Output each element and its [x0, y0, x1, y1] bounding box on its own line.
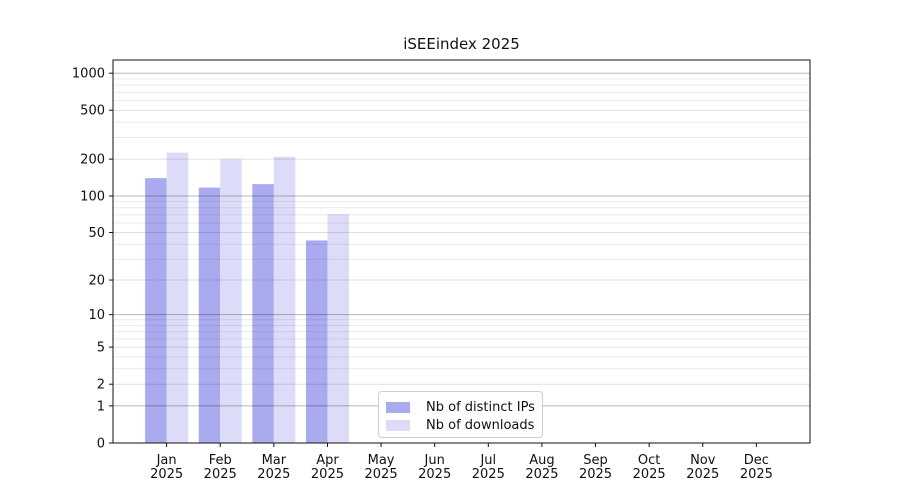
- bar-nb-of-distinct-ips-apr-2025: [305, 240, 328, 443]
- chart-title: iSEEindex 2025: [403, 35, 520, 53]
- bar-nb-of-downloads-mar-2025: [273, 156, 296, 443]
- y-tick-label: 200: [80, 153, 105, 168]
- y-tick-label: 100: [80, 189, 105, 204]
- bar-nb-of-distinct-ips-mar-2025: [252, 184, 274, 443]
- x-tick-label-year: 2025: [311, 467, 344, 482]
- x-tick-label-year: 2025: [204, 467, 237, 482]
- x-tick-label-month: Jul: [479, 453, 496, 468]
- y-tick-label: 1: [97, 399, 105, 414]
- bar-nb-of-distinct-ips-jan-2025: [145, 178, 167, 444]
- bar-nb-of-downloads-feb-2025: [220, 159, 242, 443]
- legend-label: Nb of downloads: [426, 418, 535, 433]
- x-tick-label-month: Sep: [583, 453, 608, 468]
- axes-frame: [112, 59, 811, 444]
- y-tick-label: 500: [80, 104, 105, 119]
- legend: Nb of distinct IPs Nb of downloads: [378, 391, 543, 438]
- y-tick-label: 50: [88, 226, 105, 241]
- y-tick-label: 1000: [72, 67, 105, 82]
- x-tick-label-year: 2025: [365, 467, 398, 482]
- x-tick-label-month: Feb: [209, 453, 232, 468]
- y-tick-label: 0: [97, 437, 105, 452]
- x-tick-label-year: 2025: [525, 467, 558, 482]
- y-tick-label: 20: [88, 274, 105, 289]
- x-tick-label-month: May: [368, 453, 395, 468]
- x-tick-label-year: 2025: [686, 467, 719, 482]
- bar-nb-of-distinct-ips-feb-2025: [198, 187, 221, 443]
- legend-swatch-nb-of-downloads: [386, 420, 410, 431]
- x-tick-label-year: 2025: [472, 467, 505, 482]
- x-tick-label-year: 2025: [150, 467, 183, 482]
- x-tick-label-month: Aug: [529, 453, 554, 468]
- x-tick-label-month: Nov: [690, 453, 716, 468]
- legend-swatch-nb-of-distinct-ips: [386, 402, 410, 413]
- x-tick-label-year: 2025: [633, 467, 666, 482]
- x-tick-label-month: Dec: [744, 453, 769, 468]
- x-tick-label-month: Jun: [424, 453, 445, 468]
- x-tick-label-year: 2025: [579, 467, 612, 482]
- x-tick-label-month: Mar: [262, 453, 287, 468]
- bar-nb-of-downloads-apr-2025: [327, 214, 349, 443]
- y-tick-label: 2: [97, 378, 105, 393]
- legend-label: Nb of distinct IPs: [426, 400, 535, 415]
- legend-item-nb-of-downloads: Nb of downloads: [386, 417, 542, 434]
- bar-nb-of-downloads-jan-2025: [166, 152, 189, 443]
- legend-item-nb-of-distinct-ips: Nb of distinct IPs: [386, 399, 542, 416]
- x-tick-label-year: 2025: [740, 467, 773, 482]
- x-tick-label-month: Oct: [638, 453, 660, 468]
- x-tick-label-month: Jan: [156, 453, 177, 468]
- x-tick-label-year: 2025: [418, 467, 451, 482]
- x-tick-label-year: 2025: [257, 467, 290, 482]
- y-tick-label: 10: [88, 308, 105, 323]
- x-tick-label-month: Apr: [316, 453, 339, 468]
- y-tick-label: 5: [97, 341, 105, 356]
